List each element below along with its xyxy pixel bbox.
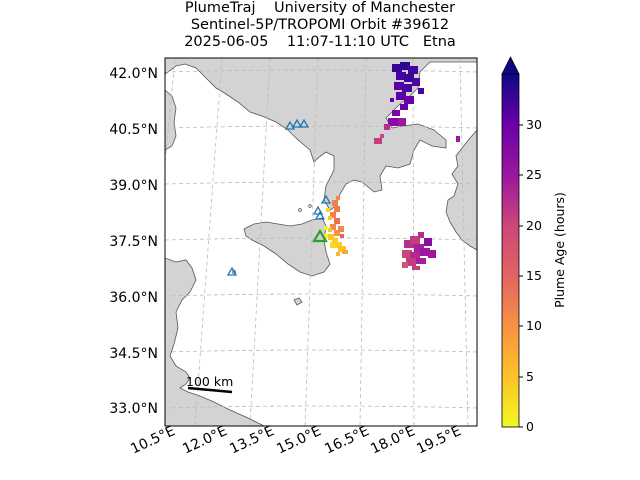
lat-label: 39.0°N — [109, 178, 158, 194]
plume-near-etna — [324, 196, 348, 256]
lat-gridline-37.5 — [165, 237, 477, 241]
malta-land — [293, 297, 303, 306]
lon-gridline-13.5 — [249, 58, 271, 426]
volcano-marker-pantelleria — [226, 266, 238, 276]
plume-adriatic — [374, 62, 460, 144]
lat-gridline-42 — [165, 69, 477, 73]
aeolian-island — [308, 204, 312, 208]
map-frame — [164, 57, 478, 427]
colorbar-tick-label: 0 — [526, 419, 534, 434]
title-line-3: 2025-06-05 11:07-11:10 UTC Etna — [184, 34, 456, 50]
volcano-marker-vesuvius-a — [291, 118, 303, 128]
lon-label: 18.0°E — [368, 423, 417, 457]
aeolian-island — [298, 208, 302, 212]
lat-labels: 42.0°N 40.5°N 39.0°N 37.5°N 36.0°N 34.5°… — [109, 66, 158, 417]
volcano-marker-etna — [312, 228, 328, 243]
lon-gridline-10.5 — [165, 58, 176, 168]
lon-label: 10.5°E — [128, 423, 177, 457]
colorbar-extend-arrow — [501, 56, 520, 75]
sardinia-land — [165, 89, 177, 151]
volcano-marker-vulcano — [314, 210, 326, 220]
scale-bar-label: 100 km — [186, 374, 233, 389]
colorbar-tick-label: 5 — [526, 369, 534, 384]
lon-gridline-15 — [304, 58, 319, 426]
volcano-marker-lipari — [312, 205, 324, 215]
lat-label: 33.0°N — [109, 401, 158, 417]
colorbar-label: Plume Age (hours) — [552, 192, 567, 308]
lat-label: 40.5°N — [109, 122, 158, 138]
lat-label: 34.5°N — [109, 346, 158, 362]
tunisia-land — [165, 257, 265, 426]
lon-label: 19.5°E — [414, 423, 463, 457]
colorbar-ticks — [519, 124, 523, 428]
lon-labels: 10.5°E 12.0°E 13.5°E 15.0°E 16.5°E 18.0°… — [128, 423, 463, 457]
title-line-1: PlumeTraj University of Manchester — [184, 0, 456, 16]
lon-gridline-19.5 — [459, 58, 469, 426]
colorbar: 0 5 10 15 20 25 30 Plume Age (hours) — [501, 56, 567, 434]
colorbar-tick-label: 30 — [526, 117, 542, 132]
lon-label: 15.0°E — [274, 423, 323, 457]
colorbar-tick-label: 25 — [526, 167, 542, 182]
lat-gridline-39 — [165, 181, 477, 185]
lat-gridline-33 — [165, 405, 477, 409]
colorbar-tick-label: 20 — [526, 218, 542, 233]
volcano-marker-stromboli — [320, 194, 332, 204]
lat-gridline-36 — [165, 293, 477, 297]
colorbar-gradient — [501, 73, 520, 428]
lon-label: 16.5°E — [322, 423, 371, 457]
map-panel: 100 km — [164, 57, 478, 427]
lon-label: 13.5°E — [227, 423, 276, 457]
lat-gridline-40.5 — [165, 125, 477, 129]
plume-pixels — [324, 62, 460, 270]
plume-ionian-cluster — [402, 232, 436, 270]
lat-label: 37.5°N — [109, 234, 158, 250]
colorbar-tick-label: 10 — [526, 318, 542, 333]
lon-label: 12.0°E — [180, 423, 229, 457]
lat-label: 36.0°N — [109, 290, 158, 306]
title-line-2: Sentinel-5P/TROPOMI Orbit #39612 — [190, 17, 450, 33]
scale-bar-line — [187, 386, 233, 394]
volcano-markers — [226, 118, 332, 276]
volcano-marker-campi-flegrei — [284, 120, 296, 130]
lat-gridline-34.5 — [165, 349, 477, 353]
sicily-land — [243, 217, 331, 277]
lat-label: 42.0°N — [109, 66, 158, 82]
lon-gridline-12 — [194, 58, 223, 426]
scale-bar: 100 km — [186, 374, 233, 394]
lon-gridline-16.5 — [359, 58, 367, 426]
volcano-marker-vesuvius-b — [298, 118, 310, 128]
balkans-land — [445, 129, 477, 251]
colorbar-tick-label: 15 — [526, 268, 542, 283]
